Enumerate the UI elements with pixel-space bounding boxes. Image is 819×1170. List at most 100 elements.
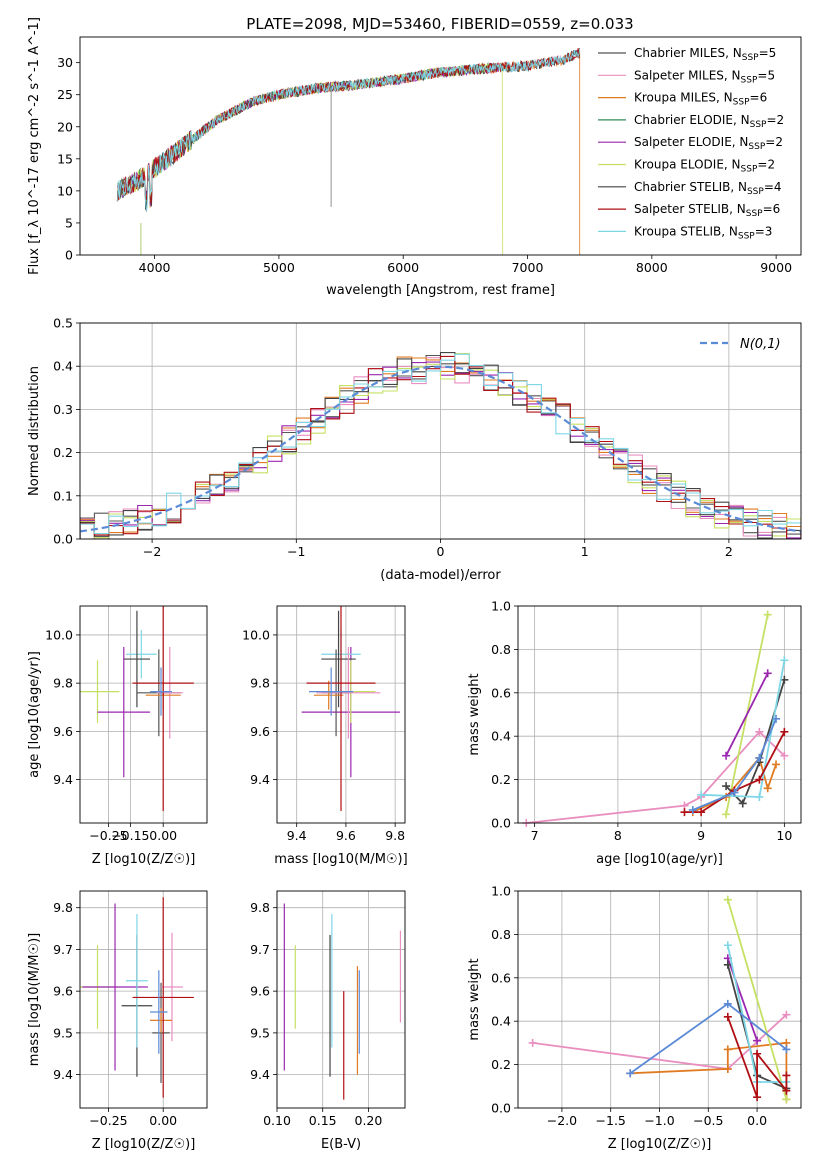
data-point — [755, 727, 764, 736]
axes-frame — [79, 605, 208, 824]
legend-label: Kroupa MILES, NSSP=6 — [634, 91, 767, 108]
x-tick-label: −0.25 — [89, 1113, 127, 1128]
data-point — [626, 1069, 635, 1078]
data-point — [763, 784, 772, 793]
data-point — [723, 960, 732, 969]
axes-frame — [276, 605, 406, 824]
y-tick-label: 0.5 — [53, 316, 73, 331]
spectrum-line — [117, 49, 581, 255]
series-line — [725, 672, 769, 757]
x-tick-label: 0.0 — [747, 1113, 767, 1128]
data-point — [780, 751, 789, 760]
y-tick-label: 0.6 — [491, 685, 511, 700]
x-axis-label: Z [log10(Z/Z☉)] — [92, 852, 196, 867]
y-tick-label: 0.1 — [53, 488, 73, 503]
y-tick-label: 9.6 — [53, 724, 73, 739]
x-axis-label: wavelength [Angstrom, rest frame] — [326, 283, 555, 298]
y-axis-label: age [log10(age/yr)] — [27, 651, 42, 778]
y-axis-label: mass weight — [467, 958, 482, 1040]
x-tick-label: 1 — [581, 544, 589, 559]
spectrum-line — [116, 48, 581, 212]
data-point — [723, 1012, 732, 1021]
y-tick-label: 9.4 — [250, 1067, 270, 1082]
data-point — [723, 999, 732, 1008]
x-tick-label: 0.20 — [355, 1113, 383, 1128]
y-axis-label: mass [log10(M/M☉)] — [27, 933, 42, 1066]
y-tick-label: 0.8 — [491, 642, 511, 657]
x-tick-label: −0.5 — [693, 1113, 723, 1128]
data-point — [697, 808, 706, 817]
y-tick-label: 30 — [57, 55, 73, 70]
data-point — [753, 1093, 762, 1102]
y-tick-label: 0 — [65, 248, 73, 263]
data-point — [782, 1095, 791, 1104]
data-point — [738, 799, 747, 808]
x-tick-label: −2 — [143, 544, 161, 559]
spectrum-line — [116, 47, 580, 204]
y-tick-label: 0.0 — [53, 532, 73, 547]
x-tick-label: 9.6 — [336, 828, 356, 843]
y-tick-label: 9.8 — [250, 900, 270, 915]
data-point — [722, 782, 731, 791]
x-tick-label: −0.25 — [89, 828, 127, 843]
y-tick-label: 0.4 — [491, 729, 511, 744]
y-tick-label: 10.0 — [45, 627, 73, 642]
x-tick-label: −1 — [287, 544, 305, 559]
x-tick-label: 8 — [614, 828, 622, 843]
axes-frame — [276, 890, 406, 1109]
legend-label: Salpeter MILES, NSSP=5 — [634, 68, 775, 85]
data-point — [755, 792, 764, 801]
data-point — [780, 656, 789, 665]
data-point — [763, 669, 772, 678]
y-tick-label: 9.5 — [250, 1025, 270, 1040]
x-tick-label: 8000 — [636, 260, 668, 275]
y-tick-label: 0.2 — [491, 772, 511, 787]
x-axis-label: E(B-V) — [321, 1137, 361, 1152]
x-tick-label: 7000 — [512, 260, 544, 275]
data-point — [723, 941, 732, 950]
x-tick-label: 0 — [437, 544, 445, 559]
y-tick-label: 15 — [57, 151, 73, 166]
data-point — [782, 1045, 791, 1054]
data-point — [772, 760, 781, 769]
axes-frame — [79, 36, 802, 256]
y-axis-label: mass weight — [467, 673, 482, 755]
legend-label: Salpeter ELODIE, NSSP=2 — [634, 135, 783, 152]
y-tick-label: 0.4 — [53, 359, 73, 374]
spectrum-panel: 4000 5000 6000 7000 8000 9000 0 5 10 15 20 25 30 wave… — [27, 17, 802, 298]
normal-curve — [80, 365, 801, 533]
data-point — [680, 808, 689, 817]
data-point — [723, 1045, 732, 1054]
spectrum-line — [116, 49, 580, 209]
axes-frame — [79, 322, 802, 540]
data-point — [697, 790, 706, 799]
mass-vs-extinction-panel: 0.10 0.15 0.20 9.4 9.5 9.6 9.7 9.8 E(B-V) — [250, 890, 406, 1152]
data-point — [723, 1064, 732, 1073]
y-tick-label: 20 — [57, 119, 73, 134]
y-tick-label: 9.6 — [250, 984, 270, 999]
age-vs-mass-panel: 9.4 9.6 9.8 9.4 9.6 9.8 10.0 mass [log10(M/M☉)] — [242, 605, 408, 867]
x-axis-label: (data-model)/error — [380, 568, 501, 583]
y-tick-label: 1.0 — [491, 884, 511, 899]
x-tick-label: 0.15 — [309, 1113, 337, 1128]
data-point — [722, 810, 731, 819]
x-tick-label: 4000 — [139, 260, 171, 275]
data-point — [755, 753, 764, 762]
data-point — [763, 610, 772, 619]
x-axis-label: Z [log10(Z/Z☉)] — [92, 1137, 196, 1152]
x-tick-label: −1.0 — [644, 1113, 674, 1128]
y-tick-label: 0.0 — [491, 1101, 511, 1116]
legend-label: Kroupa STELIB, NSSP=3 — [634, 224, 772, 241]
y-axis-label: Flux [f_λ 10^-17 erg cm^-2 s^-1 A^-1] — [27, 17, 42, 275]
y-tick-label: 25 — [57, 87, 73, 102]
x-axis-label: mass [log10(M/M☉)] — [274, 852, 407, 867]
y-tick-label: 9.6 — [250, 724, 270, 739]
y-tick-label: 0.4 — [491, 1014, 511, 1029]
data-point — [730, 788, 739, 797]
spectrum-line — [116, 48, 581, 210]
y-tick-label: 1.0 — [491, 599, 511, 614]
y-axis-label: Normed distribution — [27, 366, 42, 496]
axes-frame — [517, 605, 802, 824]
y-tick-label: 9.8 — [250, 676, 270, 691]
